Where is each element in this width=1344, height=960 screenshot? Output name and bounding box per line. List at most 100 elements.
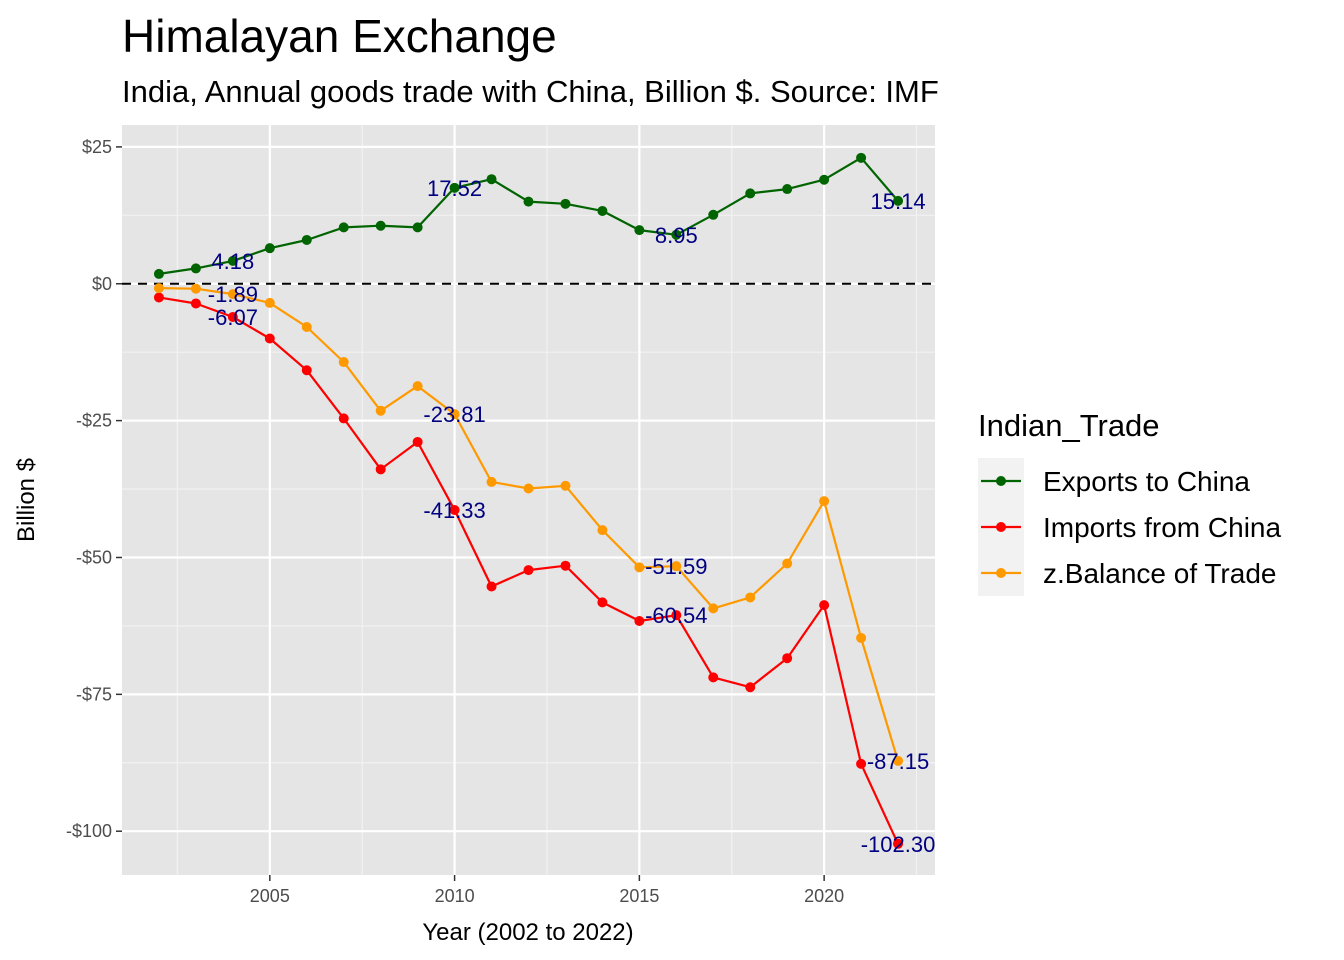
x-tick-label: 2005 [250, 886, 290, 906]
y-tick-label: -$75 [76, 684, 112, 704]
data-point [338, 222, 349, 233]
point-label: -23.81 [423, 402, 485, 427]
legend-item: Imports from China [981, 512, 1281, 543]
data-point [745, 592, 756, 603]
data-point [301, 234, 312, 245]
legend-items: Exports to China Imports from China z.Bala… [981, 466, 1281, 589]
y-tick-label: -$50 [76, 547, 112, 567]
series-group [153, 292, 904, 849]
data-point [671, 610, 682, 621]
x-axis-title: Year (2002 to 2022) [422, 919, 633, 946]
data-point [560, 560, 571, 571]
data-point [782, 184, 793, 195]
data-point [708, 603, 719, 614]
data-point [708, 672, 719, 683]
chart-subtitle: India, Annual goods trade with China, Bi… [122, 74, 939, 109]
annotation-layer: 4.18 17.52 8.95 15.14 -1.89-6.07 -23.81 -41.33… [208, 176, 936, 857]
series-layer [153, 152, 904, 849]
point-label: -87.15 [867, 749, 929, 774]
y-axis: $25 $0 -$25 -$50 -$75 -$100 [66, 137, 122, 841]
chart-title: Himalayan Exchange [122, 10, 557, 62]
data-point [856, 152, 867, 163]
data-point [375, 220, 386, 231]
data-point [634, 615, 645, 626]
data-point [190, 283, 201, 294]
data-point [449, 505, 460, 516]
legend-label: Imports from China [1043, 512, 1281, 543]
data-point [449, 409, 460, 420]
data-point [671, 229, 682, 240]
x-axis: 2005 2010 2015 2020 [250, 875, 844, 906]
data-point [560, 198, 571, 209]
data-point [819, 600, 830, 611]
data-point [671, 561, 682, 572]
data-point [745, 188, 756, 199]
legend-label: z.Balance of Trade [1043, 558, 1276, 589]
data-point [375, 464, 386, 475]
data-point [264, 333, 275, 344]
data-point [560, 480, 571, 491]
data-point [264, 297, 275, 308]
data-point [412, 381, 423, 392]
series-group [153, 283, 904, 766]
data-point [819, 496, 830, 507]
point-label: 4.18 [211, 249, 254, 274]
x-tick-label: 2010 [435, 886, 475, 906]
data-point [856, 632, 867, 643]
y-tick-label: -$25 [76, 411, 112, 431]
data-point [486, 581, 497, 592]
y-axis-title: Billion $ [13, 458, 40, 542]
point-label: -41.33 [423, 498, 485, 523]
data-point [745, 682, 756, 693]
data-point [153, 292, 164, 303]
legend: Indian_Trade Exports to China Imports fro… [978, 408, 1281, 596]
data-point [227, 289, 238, 300]
legend-key-point [996, 568, 1006, 578]
point-label: 8.95 [655, 223, 698, 248]
data-point [301, 365, 312, 376]
plot-panel [122, 125, 935, 875]
x-tick-label: 2015 [619, 886, 659, 906]
data-point [486, 476, 497, 487]
point-label: 15.14 [871, 189, 926, 214]
y-tick-label: $25 [82, 137, 112, 157]
legend-key-point [996, 522, 1006, 532]
data-point [449, 182, 460, 193]
data-point [338, 357, 349, 368]
data-point [153, 283, 164, 294]
data-point [597, 597, 608, 608]
data-point [634, 562, 645, 573]
data-point [190, 298, 201, 309]
data-point [523, 196, 534, 207]
point-label: -1.89 [208, 282, 258, 307]
data-point [301, 322, 312, 333]
data-point [708, 209, 719, 220]
point-label: -102.30 [861, 832, 936, 857]
legend-key-point [996, 476, 1006, 486]
data-point [893, 755, 904, 766]
data-point [153, 268, 164, 279]
data-point [597, 525, 608, 536]
data-point [412, 436, 423, 447]
data-point [634, 225, 645, 236]
legend-item: Exports to China [981, 466, 1250, 497]
legend-title: Indian_Trade [978, 408, 1160, 443]
x-tick-label: 2020 [804, 886, 844, 906]
y-tick-label: -$100 [66, 821, 112, 841]
data-point [819, 174, 830, 185]
data-point [893, 838, 904, 849]
data-point [523, 565, 534, 576]
data-point [227, 311, 238, 322]
data-point [486, 174, 497, 185]
legend-label: Exports to China [1043, 466, 1250, 497]
point-label: -60.54 [645, 603, 707, 628]
point-label: 17.52 [427, 176, 482, 201]
data-point [264, 243, 275, 254]
data-point [227, 255, 238, 266]
data-point [782, 653, 793, 664]
legend-item: z.Balance of Trade [981, 558, 1276, 589]
point-label: -6.07 [208, 305, 258, 330]
series-group [153, 152, 904, 279]
data-point [782, 558, 793, 569]
point-label: -51.59 [645, 554, 707, 579]
